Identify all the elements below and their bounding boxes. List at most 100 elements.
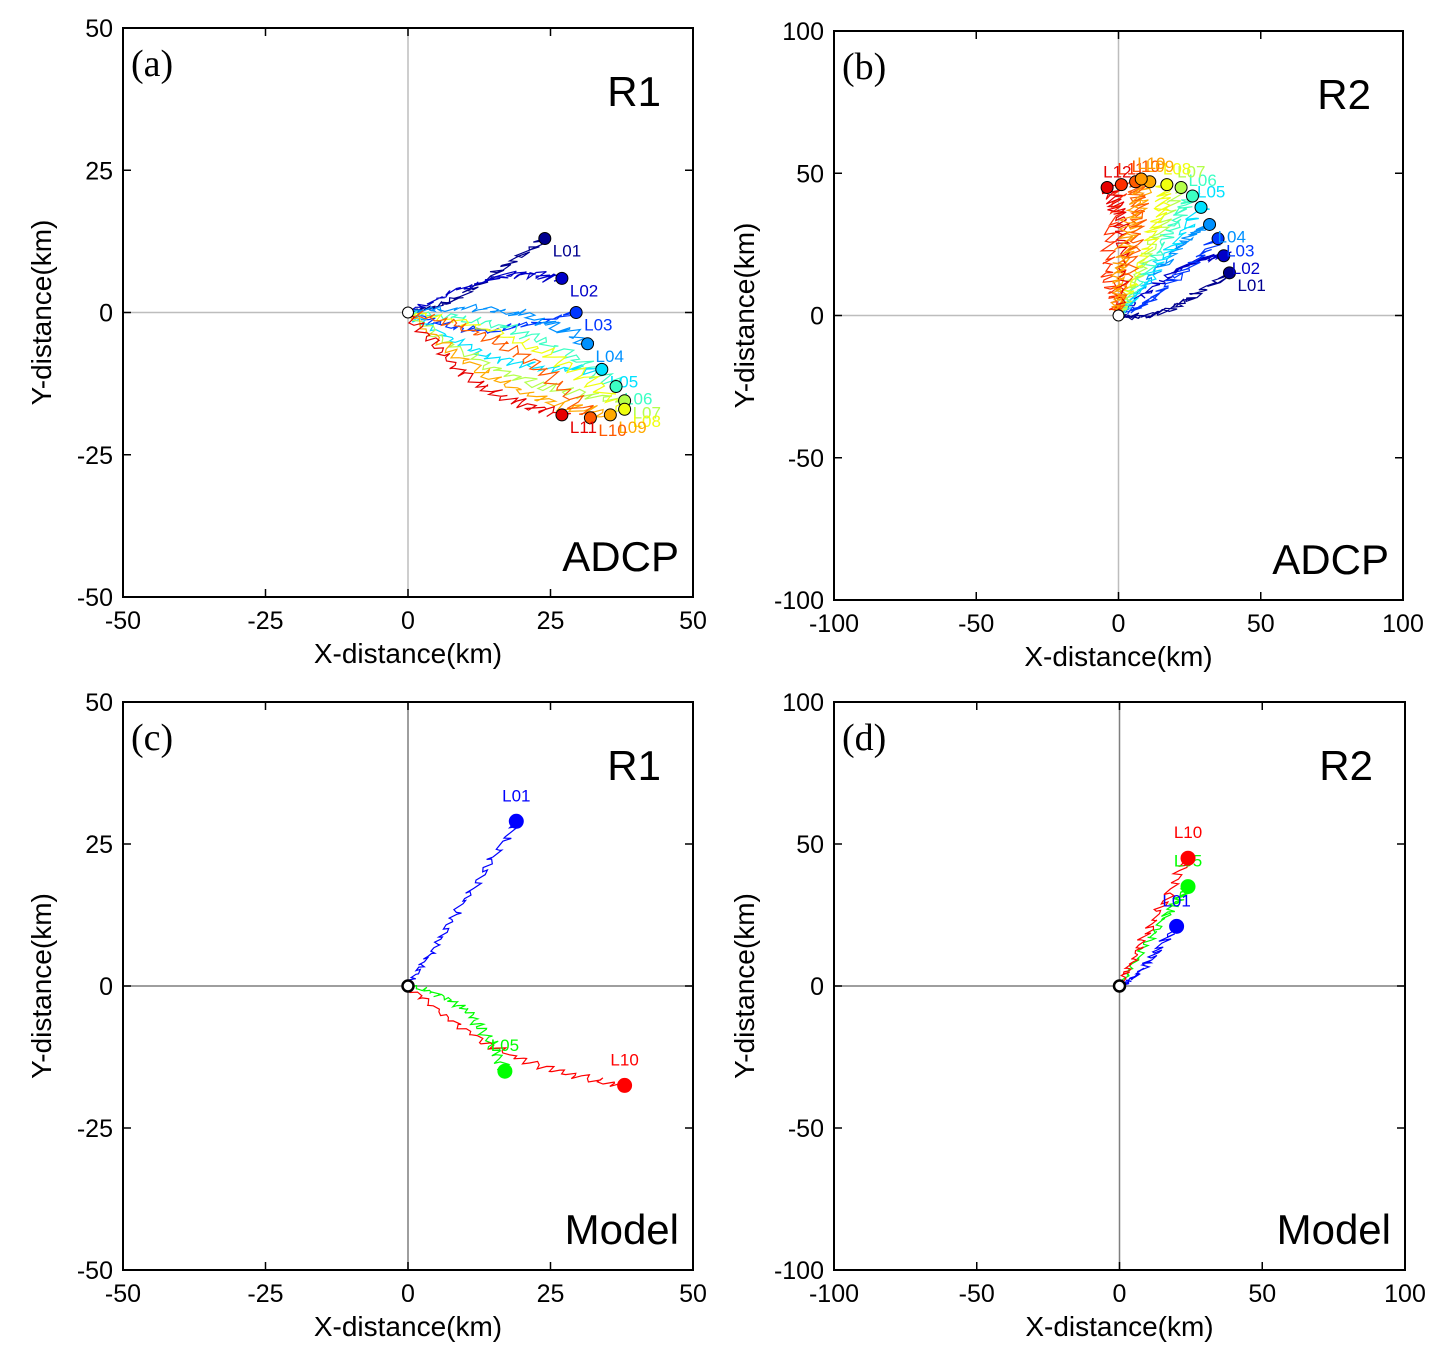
trajectory-l19 [1109,178,1150,316]
drifter-label-l01: L01 [1237,276,1265,295]
x-tick-label: 25 [537,607,565,635]
x-axis-label: X-distance(km) [314,1311,502,1342]
x-tick-label: 100 [1382,610,1424,638]
end-marker-l10 [583,411,597,425]
drifter-label-l09: L09 [1146,157,1174,176]
drifter-label-l01: L01 [1162,891,1190,910]
panel-label: (b) [842,46,886,88]
panel-label: (a) [131,43,173,85]
y-tick-label: 50 [85,15,113,43]
drifter-label-l04: L04 [1218,227,1246,246]
x-tick-label: 0 [1113,1280,1127,1308]
x-tick-label: 0 [401,607,415,635]
drifter-label-l06: L06 [1188,171,1216,190]
source-label: ADCP [562,533,679,580]
y-tick-label: -50 [788,445,824,473]
panel-d: L01L05L10-100-50050100-100-50050100X-dis… [729,689,1426,1342]
origin-marker [402,306,414,319]
trajectory-l05 [407,312,606,376]
x-tick-label: 0 [1112,610,1126,638]
y-tick-label: -50 [788,1115,824,1143]
panel-label: (d) [842,717,886,759]
x-tick-label: -25 [247,607,283,635]
end-marker-l05 [497,1063,513,1079]
end-marker-l11 [555,408,569,422]
run-label: R2 [1319,742,1373,789]
trajectory-l02 [1117,251,1232,316]
drifter-label-l02: L02 [1232,259,1260,278]
origin-marker [1112,979,1127,993]
y-tick-label: 50 [796,160,824,188]
end-marker-l01 [1169,918,1185,934]
trajectory-l02 [407,270,566,313]
end-marker-l07 [1174,180,1188,194]
end-marker-l10 [1180,850,1196,866]
end-marker-l19 [1134,172,1148,186]
drifter-label-l08: L08 [1163,160,1191,179]
trajectory-l06 [1118,192,1201,317]
x-tick-label: -50 [105,607,141,635]
y-tick-label: 0 [99,300,113,328]
end-marker-l04 [1203,217,1217,231]
x-tick-label: 25 [537,1280,565,1308]
end-marker-l01 [508,813,524,829]
run-label: R1 [607,68,661,115]
drifter-label-l12: L12 [1103,162,1131,181]
y-tick-label: 25 [85,831,113,859]
x-tick-label: 50 [679,607,707,635]
y-axis-label: Y-distance(km) [26,893,57,1079]
trajectory-group [1099,178,1233,321]
trajectory-l08 [1117,183,1173,316]
y-tick-label: 0 [99,973,113,1001]
x-axis-label: X-distance(km) [314,638,502,669]
drifter-label-l07: L07 [1177,162,1205,181]
end-marker-l05 [595,362,609,376]
trajectory-group [404,820,625,1087]
drifter-label-l04: L04 [596,347,624,366]
end-marker-l01 [538,232,552,246]
y-tick-label: 50 [85,689,113,717]
source-label: Model [565,1206,679,1253]
x-tick-label: 50 [1248,1280,1276,1308]
source-label: Model [1277,1206,1391,1253]
x-tick-label: -100 [809,610,859,638]
drifter-label-l19: L19 [1137,154,1165,173]
end-marker-l06 [609,379,623,393]
end-marker-l06 [1185,189,1199,203]
trajectory-l04 [407,303,595,345]
drifter-label-l11: L11 [570,418,597,437]
x-tick-label: 100 [1384,1280,1426,1308]
y-tick-label: 100 [782,689,824,717]
end-marker-l03 [569,306,583,319]
end-marker-l12 [1100,180,1114,194]
end-marker-l02 [555,271,569,285]
drifter-label-l09: L09 [618,418,646,437]
x-axis-label: X-distance(km) [1024,641,1212,672]
origin-marker [1112,309,1125,322]
x-tick-label: 0 [401,1280,415,1308]
end-marker-l05 [1194,200,1208,214]
drifter-label-l10: L10 [610,1050,638,1069]
y-tick-label: -100 [774,587,824,615]
drifter-label-l01: L01 [502,786,530,805]
trajectory-group [1116,857,1191,990]
y-axis-label: Y-distance(km) [729,223,760,409]
drifter-label-l05: L05 [491,1036,519,1055]
run-label: R1 [607,742,661,789]
end-marker-l10 [617,1077,633,1093]
x-tick-label: -50 [958,610,994,638]
trajectory-l07 [407,311,626,403]
trajectory-l06 [407,310,623,387]
origin-marker [401,979,415,993]
end-marker-l05 [1180,879,1196,895]
end-marker-l04 [581,337,595,351]
trajectory-l03 [1116,238,1221,319]
trajectory-l10 [406,985,625,1087]
end-marker-l11 [1114,178,1128,192]
end-marker-l08 [1160,178,1174,192]
y-tick-label: 100 [782,18,824,46]
drifter-label-l06: L06 [624,389,652,408]
y-tick-label: 25 [85,157,113,185]
